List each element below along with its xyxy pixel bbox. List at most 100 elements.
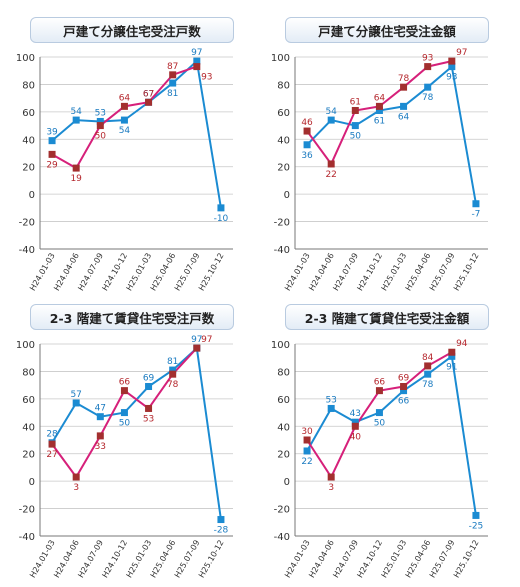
series-line-1 bbox=[51, 59, 222, 209]
x-tick-label: H25.10-12 bbox=[452, 252, 481, 293]
line-chart: 100806040200-20-40H24.01-03H24.04-06H24.… bbox=[271, 48, 488, 292]
y-tick-label: -20 bbox=[274, 218, 290, 229]
data-label: 81 bbox=[167, 89, 178, 99]
chart-panel-3: 2-3 階建て賃貸住宅受注戸数 100 80 60 40 20 0 -20 -40 H24.01… bbox=[5, 292, 255, 579]
line-chart: 100806040200-20-40H24.01-03H24.04-06H24.… bbox=[16, 335, 233, 579]
data-label: 69 bbox=[398, 374, 410, 384]
data-point bbox=[72, 164, 80, 172]
data-point bbox=[303, 127, 311, 135]
data-label: 97 bbox=[201, 335, 212, 345]
data-point bbox=[448, 57, 456, 65]
y-tick-label: -40 bbox=[19, 532, 35, 543]
data-label: 97 bbox=[456, 48, 467, 58]
data-label: 47 bbox=[95, 404, 106, 414]
y-tick-label: 60 bbox=[277, 395, 290, 406]
data-point bbox=[48, 137, 56, 145]
data-label: -7 bbox=[471, 210, 480, 220]
data-label: 97 bbox=[191, 48, 202, 58]
y-tick-label: 0 bbox=[284, 190, 290, 201]
y-tick-label: 60 bbox=[277, 108, 290, 119]
y-tick-label: 20 bbox=[277, 450, 290, 461]
data-label: 93 bbox=[422, 54, 433, 64]
data-label: 78 bbox=[422, 93, 434, 103]
y-tick-label: 40 bbox=[22, 422, 35, 433]
data-point bbox=[424, 83, 432, 91]
data-point bbox=[351, 418, 359, 426]
chart-title: 2-3 階建て賃貸住宅受注金額 bbox=[285, 304, 489, 330]
data-label: -28 bbox=[214, 526, 229, 536]
y-tick-label: 80 bbox=[277, 80, 290, 91]
data-label: 53 bbox=[95, 108, 106, 118]
data-point bbox=[96, 432, 104, 440]
data-point bbox=[72, 399, 80, 407]
y-tick-label: 100 bbox=[271, 340, 290, 351]
data-label: 40 bbox=[350, 432, 362, 442]
data-point bbox=[400, 83, 408, 91]
data-label: 61 bbox=[374, 116, 385, 126]
data-point bbox=[303, 141, 311, 149]
data-point bbox=[351, 422, 359, 430]
data-point bbox=[448, 63, 456, 71]
y-tick-label: 20 bbox=[22, 163, 35, 174]
y-tick-label: -20 bbox=[19, 505, 35, 516]
series-line-1 bbox=[306, 64, 477, 204]
x-tick-label: H25.10-12 bbox=[197, 539, 226, 580]
chart-title: 戸建て分譲住宅受注戸数 bbox=[30, 17, 234, 43]
data-label: 78 bbox=[422, 380, 434, 390]
data-point bbox=[375, 102, 383, 110]
data-point bbox=[48, 440, 56, 448]
chart-panel-2: 戸建て分譲住宅受注金額 100 80 60 40 20 0 -20 -40 H24.01-03 H… bbox=[260, 5, 510, 292]
data-label: 84 bbox=[422, 353, 434, 363]
data-point bbox=[169, 79, 177, 87]
data-label: 81 bbox=[167, 357, 178, 367]
data-label: 57 bbox=[70, 390, 81, 400]
data-point bbox=[327, 160, 335, 168]
data-point bbox=[375, 409, 383, 417]
series-line-1 bbox=[51, 346, 222, 520]
data-label: 66 bbox=[398, 397, 410, 407]
data-label: 30 bbox=[301, 427, 313, 437]
y-tick-label: 40 bbox=[277, 422, 290, 433]
data-point bbox=[327, 404, 335, 412]
data-point bbox=[145, 98, 153, 106]
data-point bbox=[96, 122, 104, 130]
data-label: 36 bbox=[301, 151, 313, 161]
data-label: 67 bbox=[143, 89, 154, 99]
data-point bbox=[120, 409, 128, 417]
y-tick-label: -20 bbox=[19, 218, 35, 229]
data-label: 53 bbox=[325, 395, 336, 405]
data-label: 61 bbox=[350, 97, 361, 107]
y-tick-label: 0 bbox=[29, 190, 35, 201]
y-tick-label: 100 bbox=[271, 53, 290, 64]
chart-title: 戸建て分譲住宅受注金額 bbox=[285, 17, 489, 43]
y-tick-label: 0 bbox=[29, 477, 35, 488]
data-point bbox=[472, 511, 480, 519]
data-label: 43 bbox=[350, 409, 361, 419]
data-point bbox=[303, 436, 311, 444]
data-label: 50 bbox=[119, 419, 131, 429]
data-point bbox=[448, 348, 456, 356]
data-label: 50 bbox=[95, 132, 107, 142]
data-point bbox=[169, 366, 177, 374]
data-point bbox=[120, 102, 128, 110]
data-label: 87 bbox=[167, 62, 178, 72]
data-label: 39 bbox=[46, 128, 58, 138]
data-label: 54 bbox=[119, 126, 131, 136]
data-point bbox=[217, 516, 225, 524]
data-label: 64 bbox=[119, 93, 131, 103]
data-point bbox=[303, 447, 311, 455]
data-label: 64 bbox=[374, 93, 386, 103]
data-point bbox=[472, 200, 480, 208]
line-chart: 100806040200-20-40H24.01-03H24.04-06H24.… bbox=[16, 48, 233, 292]
y-tick-label: 20 bbox=[277, 163, 290, 174]
data-label: 69 bbox=[143, 374, 155, 384]
y-tick-label: 20 bbox=[22, 450, 35, 461]
data-point bbox=[375, 106, 383, 114]
y-tick-label: -40 bbox=[274, 532, 290, 543]
data-label: 54 bbox=[325, 107, 337, 117]
data-label: 66 bbox=[374, 378, 386, 388]
data-point bbox=[400, 102, 408, 110]
data-label: 19 bbox=[70, 174, 82, 184]
data-point bbox=[120, 116, 128, 124]
data-point bbox=[96, 413, 104, 421]
